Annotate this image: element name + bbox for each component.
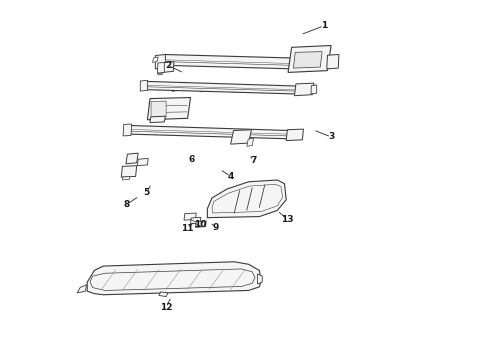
Polygon shape (207, 180, 286, 218)
Text: 10: 10 (194, 220, 206, 229)
Polygon shape (159, 292, 168, 297)
Polygon shape (231, 130, 251, 144)
Text: 2: 2 (165, 61, 171, 70)
Polygon shape (150, 116, 166, 123)
Text: 6: 6 (188, 155, 195, 164)
Polygon shape (152, 57, 158, 62)
Polygon shape (184, 213, 196, 220)
Polygon shape (163, 62, 174, 72)
Text: 7: 7 (251, 156, 257, 165)
Polygon shape (137, 158, 148, 166)
Text: 5: 5 (143, 188, 149, 197)
Polygon shape (294, 51, 322, 68)
Polygon shape (123, 124, 132, 136)
Polygon shape (247, 138, 254, 146)
Polygon shape (161, 54, 295, 69)
Polygon shape (286, 129, 303, 140)
Polygon shape (157, 62, 164, 73)
Polygon shape (140, 80, 147, 91)
Polygon shape (151, 101, 166, 117)
Text: 8: 8 (123, 200, 130, 209)
Polygon shape (196, 221, 206, 227)
Polygon shape (294, 83, 314, 96)
Polygon shape (128, 126, 290, 139)
Polygon shape (145, 81, 297, 94)
Polygon shape (122, 176, 129, 180)
Polygon shape (122, 166, 137, 177)
Polygon shape (155, 54, 166, 69)
Polygon shape (147, 98, 191, 120)
Polygon shape (191, 217, 201, 224)
Polygon shape (258, 274, 262, 284)
Text: 4: 4 (227, 172, 234, 181)
Text: 12: 12 (160, 303, 172, 312)
Polygon shape (288, 45, 331, 72)
Polygon shape (87, 262, 261, 295)
Text: 3: 3 (328, 132, 334, 141)
Polygon shape (157, 73, 163, 75)
Polygon shape (327, 54, 339, 69)
Text: 11: 11 (181, 224, 194, 233)
Text: 1: 1 (321, 21, 327, 30)
Polygon shape (77, 285, 87, 293)
Text: 13: 13 (281, 215, 294, 224)
Text: 9: 9 (212, 223, 219, 232)
Polygon shape (311, 85, 317, 94)
Polygon shape (126, 153, 138, 164)
